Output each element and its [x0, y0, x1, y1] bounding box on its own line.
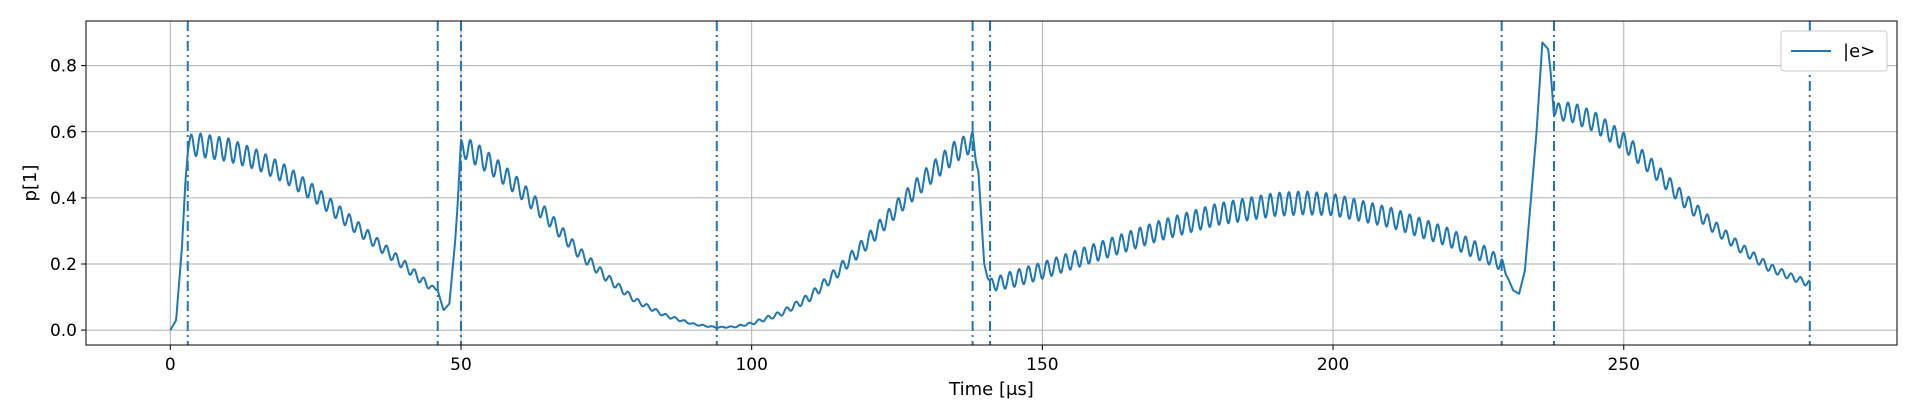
series-line-0: [169, 41, 1811, 331]
vertical-lines: [186, 21, 1811, 345]
y-tick-label: 0.0: [50, 321, 77, 341]
x-tick-label: 100: [735, 355, 767, 375]
x-tick-label: 200: [1317, 355, 1349, 375]
y-axis-label: p[1]: [20, 165, 41, 202]
legend-box: [1780, 30, 1888, 72]
x-tick-label: 0: [165, 355, 176, 375]
grid-lines: [86, 21, 1897, 345]
y-tick-label: 0.6: [50, 123, 77, 143]
legend-label-e: |e>: [1843, 41, 1875, 62]
y-tick-label: 0.2: [50, 255, 77, 275]
x-axis-label: Time [μs]: [948, 379, 1034, 400]
axis-ticks: 0 50 100 150 200 250 0.0 0.2 0.4 0.6 0.8: [50, 57, 1640, 375]
x-tick-label: 150: [1026, 355, 1058, 375]
y-tick-label: 0.8: [50, 57, 77, 77]
y-tick-label: 0.4: [50, 189, 77, 209]
x-tick-label: 250: [1608, 355, 1640, 375]
plot-frame: [85, 20, 1898, 346]
legend: |e>: [1780, 30, 1888, 72]
x-tick-label: 50: [450, 355, 472, 375]
plot-area: [169, 41, 1811, 331]
